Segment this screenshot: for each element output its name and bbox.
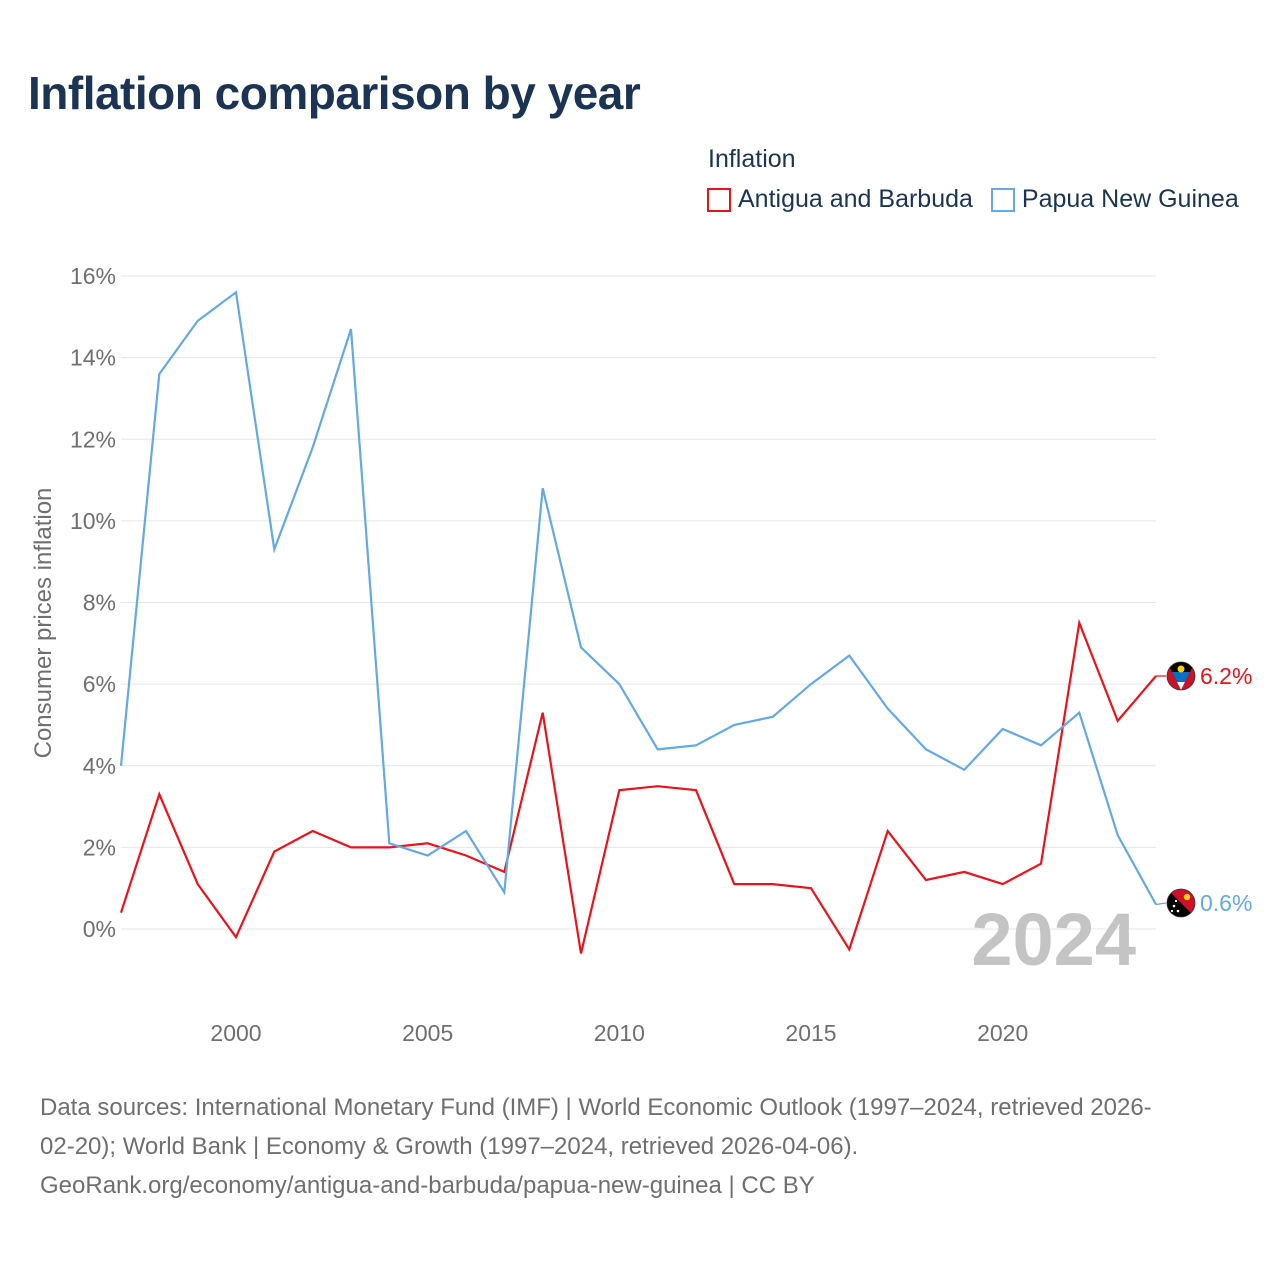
y-tick-label: 10% bbox=[70, 508, 116, 534]
legend-label-antigua: Antigua and Barbuda bbox=[738, 185, 973, 213]
source-line-3: GeoRank.org/economy/antigua-and-barbuda/… bbox=[40, 1172, 815, 1199]
chart-title: Inflation comparison by year bbox=[28, 67, 641, 119]
antigua-flag-icon bbox=[1166, 661, 1196, 691]
y-tick-label: 14% bbox=[70, 345, 116, 371]
x-tick-label: 2015 bbox=[785, 1020, 836, 1046]
legend-swatch-antigua bbox=[707, 187, 731, 212]
end-label-connector bbox=[1155, 902, 1167, 906]
source-line-2: 02-20); World Bank | Economy & Growth (1… bbox=[40, 1133, 859, 1160]
x-tick-labels: 2000 2005 2010 2015 2020 bbox=[210, 1020, 1028, 1046]
y-tick-label: 6% bbox=[83, 671, 116, 697]
x-tick-label: 2000 bbox=[210, 1020, 261, 1046]
series-layer: 6.2% 0.6% bbox=[119, 290, 1252, 954]
series-line-antigua bbox=[119, 618, 1157, 954]
legend-swatch-papua bbox=[990, 187, 1015, 212]
x-tick-label: 2020 bbox=[977, 1020, 1028, 1046]
y-tick-label: 2% bbox=[83, 834, 116, 860]
end-value-label-antigua: 6.2% bbox=[1200, 663, 1252, 689]
end-value-label-papua: 0.6% bbox=[1200, 890, 1252, 916]
y-tick-label: 12% bbox=[70, 426, 116, 452]
y-tick-label: 0% bbox=[83, 916, 116, 942]
y-tick-labels: 0% 2% 4% 6% 8% 10% 12% 14% 16% bbox=[70, 263, 116, 942]
y-tick-label: 16% bbox=[70, 263, 116, 289]
line-chart: 0%2%4%6%8%10%12%14%16% 2000 2005 2010 2015 2… bbox=[30, 263, 1252, 1046]
papua-new-guinea-flag-icon bbox=[1166, 888, 1196, 918]
source-line-1: Data sources: International Monetary Fun… bbox=[40, 1094, 1152, 1121]
legend-heading: Inflation bbox=[708, 145, 796, 173]
legend-item-papua[interactable]: Papua New Guinea bbox=[990, 185, 1239, 214]
legend: Antigua and Barbuda Papua New Guinea bbox=[707, 185, 1239, 214]
legend-item-antigua[interactable]: Antigua and Barbuda bbox=[707, 185, 973, 214]
y-axis-label: Consumer prices inflation bbox=[30, 488, 57, 759]
year-watermark: 2024 bbox=[971, 898, 1136, 981]
x-tick-label: 2010 bbox=[594, 1020, 645, 1046]
gridlines bbox=[121, 275, 1156, 930]
x-tick-label: 2005 bbox=[402, 1020, 453, 1046]
data-source-note: Data sources: International Monetary Fun… bbox=[40, 1088, 1250, 1205]
y-tick-label: 8% bbox=[83, 590, 116, 616]
y-tick-label: 4% bbox=[83, 753, 116, 779]
legend-label-papua: Papua New Guinea bbox=[1021, 185, 1239, 213]
series-line-papua bbox=[119, 290, 1157, 906]
